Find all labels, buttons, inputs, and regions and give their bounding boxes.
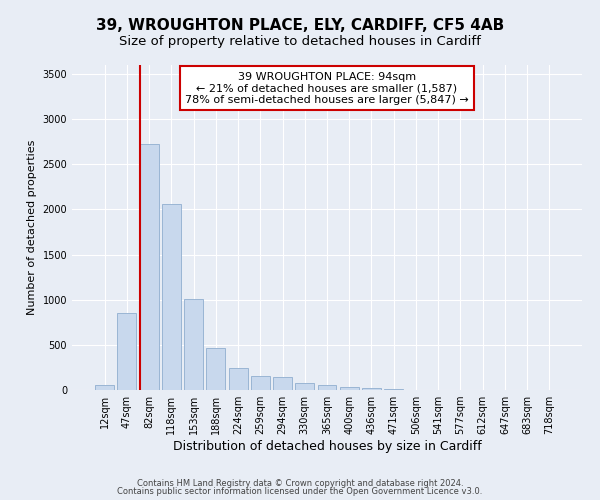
Bar [251,376,270,390]
Bar [140,144,158,390]
X-axis label: Distribution of detached houses by size in Cardiff: Distribution of detached houses by size … [173,440,481,453]
Bar [340,388,359,390]
Text: Contains HM Land Registry data © Crown copyright and database right 2024.: Contains HM Land Registry data © Crown c… [137,478,463,488]
Bar [118,314,136,390]
Y-axis label: Number of detached properties: Number of detached properties [27,140,37,315]
Bar [206,348,225,390]
Text: Contains public sector information licensed under the Open Government Licence v3: Contains public sector information licen… [118,487,482,496]
Bar [184,299,203,390]
Bar [229,368,248,390]
Bar [295,383,314,390]
Bar [317,385,337,390]
Bar [95,384,114,390]
Bar [273,377,292,390]
Bar [384,389,403,390]
Bar [362,388,381,390]
Text: 39, WROUGHTON PLACE, ELY, CARDIFF, CF5 4AB: 39, WROUGHTON PLACE, ELY, CARDIFF, CF5 4… [96,18,504,32]
Text: Size of property relative to detached houses in Cardiff: Size of property relative to detached ho… [119,35,481,48]
Bar [162,204,181,390]
Text: 39 WROUGHTON PLACE: 94sqm
← 21% of detached houses are smaller (1,587)
78% of se: 39 WROUGHTON PLACE: 94sqm ← 21% of detac… [185,72,469,104]
